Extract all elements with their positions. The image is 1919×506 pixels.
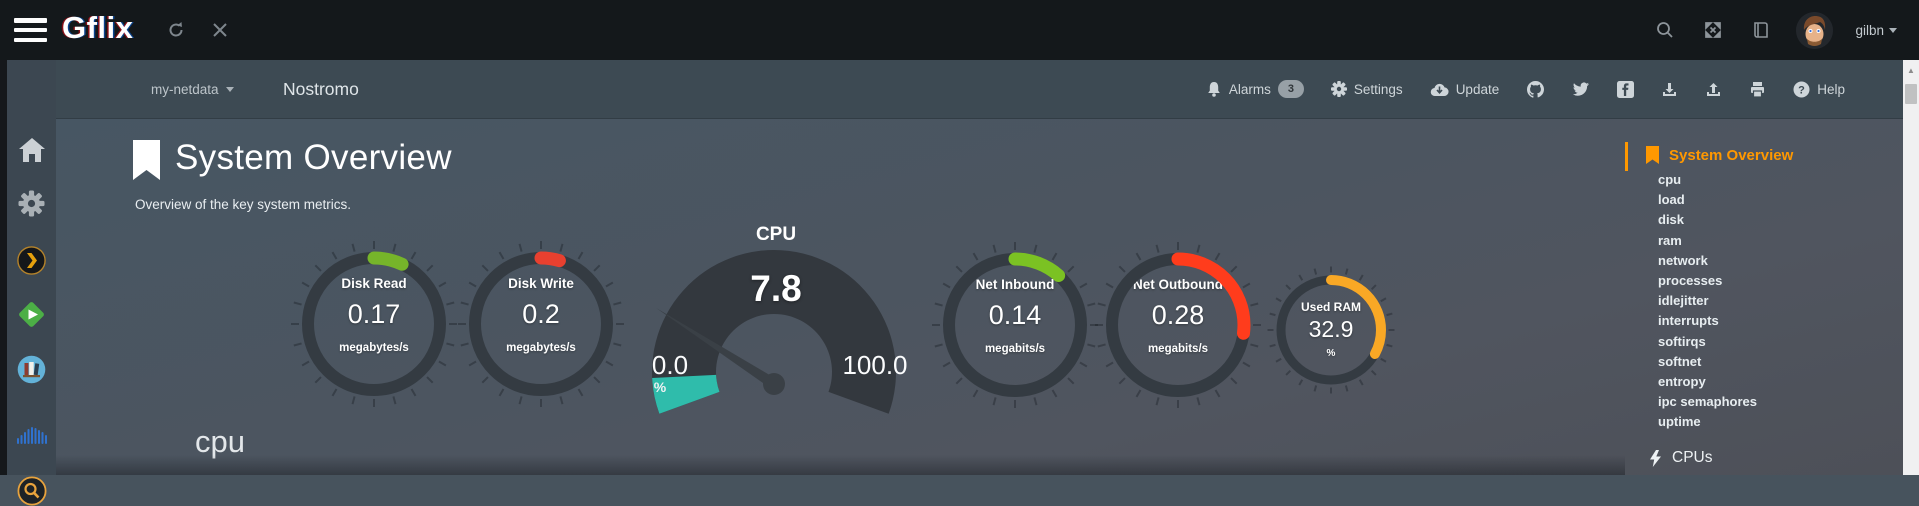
- scrollbar-up-arrow[interactable]: ▲: [1907, 66, 1915, 75]
- gauge-net-inbound[interactable]: Net Inbound 0.14 megabits/s: [927, 237, 1103, 413]
- cpu-gauge-title: CPU: [755, 224, 797, 245]
- menu-item-cpus[interactable]: CPUs: [1650, 449, 1712, 467]
- svg-text:?: ?: [1798, 84, 1805, 96]
- gauge-disk-read[interactable]: Disk Read 0.17 megabytes/s: [286, 236, 462, 412]
- host-dropdown[interactable]: my-netdata: [151, 60, 234, 118]
- refresh-icon[interactable]: [163, 17, 189, 43]
- fullscreen-icon[interactable]: [1700, 17, 1726, 43]
- menu-item-network[interactable]: network: [1658, 252, 1708, 268]
- facebook-icon: [1617, 80, 1635, 98]
- settings-button[interactable]: Settings: [1330, 81, 1403, 97]
- menu-item-system-overview[interactable]: System Overview: [1646, 146, 1793, 164]
- gear-icon[interactable]: [0, 190, 56, 217]
- active-menu-indicator: [1625, 142, 1628, 171]
- cloud-icon: [1430, 83, 1449, 96]
- menu-item-interrupts[interactable]: interrupts: [1658, 313, 1719, 329]
- menu-item-softnet[interactable]: softnet: [1658, 353, 1702, 369]
- twitter-link[interactable]: [1572, 81, 1590, 97]
- brand-logo[interactable]: Gflix: [62, 10, 134, 45]
- bookmark-icon: [1646, 146, 1659, 164]
- alarms-button[interactable]: Alarms 3: [1206, 80, 1304, 98]
- help-button[interactable]: ? Help: [1793, 81, 1845, 98]
- menu-item-uptime[interactable]: uptime: [1658, 414, 1701, 430]
- printer-icon: [1751, 81, 1765, 98]
- menu-item-load[interactable]: load: [1658, 192, 1685, 208]
- hostname-title: Nostromo: [283, 78, 359, 99]
- top-bar: Gflix: [0, 0, 1919, 60]
- scrollbar[interactable]: ▲: [1903, 60, 1919, 475]
- close-icon[interactable]: [207, 17, 233, 43]
- page-title: System Overview: [175, 138, 452, 177]
- user-menu[interactable]: gilbn: [1855, 23, 1897, 38]
- dashboard-canvas: [56, 118, 1903, 475]
- emby-icon[interactable]: [0, 300, 56, 329]
- chevron-down-icon: [1889, 27, 1897, 33]
- menu-item-disk[interactable]: disk: [1658, 212, 1685, 228]
- soundcloud-icon[interactable]: [0, 425, 56, 448]
- gear-icon: [1330, 81, 1347, 97]
- plex-icon[interactable]: [0, 246, 56, 275]
- dashboard-menu: cpu load disk ram network processes idle…: [1658, 170, 1757, 432]
- cpu-gauge-max: 100.0: [842, 350, 908, 380]
- menu-item-softirqs[interactable]: softirqs: [1658, 333, 1706, 349]
- cpu-gauge-min: 0.0: [651, 350, 689, 380]
- github-link[interactable]: [1526, 80, 1545, 99]
- search-app-icon[interactable]: [0, 476, 56, 506]
- menu-item-idlejitter[interactable]: idlejitter: [1658, 293, 1709, 309]
- print-button[interactable]: [1749, 81, 1766, 98]
- app-sidebar: [0, 60, 56, 506]
- github-icon: [1527, 80, 1545, 98]
- menu-item-ram[interactable]: ram: [1658, 232, 1682, 248]
- facebook-link[interactable]: [1617, 80, 1635, 98]
- gauge-used-ram[interactable]: Used RAM 32.9 %: [1265, 264, 1397, 396]
- twitter-icon: [1573, 81, 1590, 96]
- menu-item-processes[interactable]: processes: [1658, 272, 1723, 288]
- page-subtitle: Overview of the key system metrics.: [135, 197, 352, 212]
- download-icon: [1663, 82, 1677, 96]
- chevron-down-icon: [225, 86, 234, 92]
- section-heading-cpu: cpu: [195, 424, 245, 459]
- hamburger-menu-icon[interactable]: [14, 18, 47, 42]
- scrollbar-thumb[interactable]: [1905, 84, 1917, 104]
- alarms-count-badge: 3: [1277, 80, 1304, 98]
- menu-item-ipc-semaphores[interactable]: ipc semaphores: [1658, 394, 1757, 410]
- question-icon: ?: [1793, 81, 1810, 97]
- menu-item-cpu[interactable]: cpu: [1658, 172, 1682, 187]
- user-name: gilbn: [1855, 22, 1884, 38]
- dashboard-navbar: my-netdata Nostromo Alarms 3 Settings Up…: [0, 60, 1903, 119]
- download-snapshot-button[interactable]: [1661, 81, 1678, 98]
- gauge-disk-write[interactable]: Disk Write 0.2 megabytes/s: [453, 236, 629, 412]
- gauge-net-outbound[interactable]: Net Outbound 0.28 megabits/s: [1090, 237, 1266, 413]
- home-icon[interactable]: [0, 137, 56, 163]
- upload-snapshot-button[interactable]: [1705, 81, 1722, 98]
- bottom-fade: [0, 455, 1625, 475]
- search-icon[interactable]: [1652, 17, 1678, 43]
- avatar[interactable]: [1796, 11, 1834, 49]
- bell-icon: [1208, 81, 1220, 97]
- cpu-gauge-units: %: [653, 379, 667, 395]
- lightning-icon: [1650, 449, 1661, 467]
- update-button[interactable]: Update: [1430, 82, 1499, 97]
- cpu-gauge-value: 7.8: [750, 268, 802, 309]
- menu-item-entropy[interactable]: entropy: [1658, 373, 1706, 389]
- upload-icon: [1707, 82, 1721, 96]
- book-icon[interactable]: [1748, 17, 1774, 43]
- gauge-cpu[interactable]: [619, 222, 929, 437]
- books-icon[interactable]: [0, 355, 56, 384]
- bookmark-icon: [133, 140, 160, 185]
